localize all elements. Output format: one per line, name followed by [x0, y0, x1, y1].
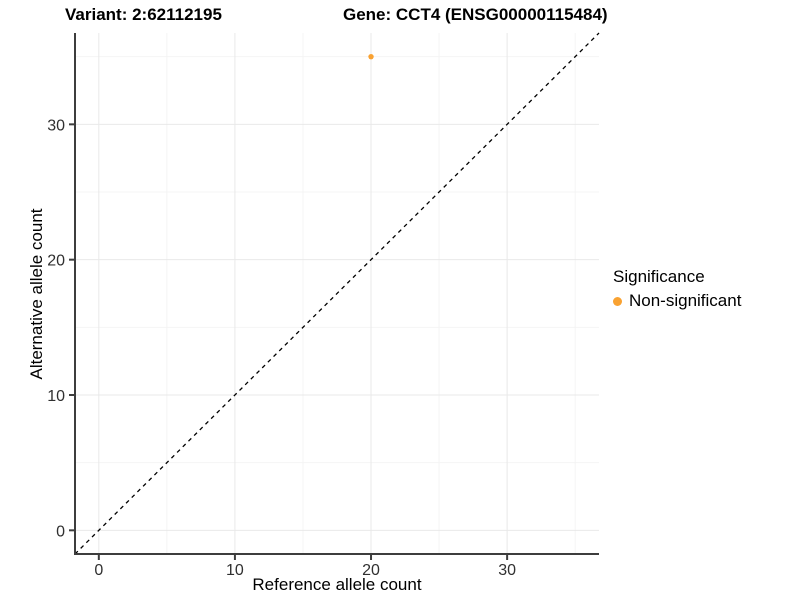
- x-tick-label: 10: [226, 562, 244, 579]
- legend-item-non-significant: Non-significant: [613, 291, 741, 311]
- legend: Significance Non-significant: [613, 267, 741, 311]
- legend-title: Significance: [613, 267, 705, 286]
- y-tick-label: 0: [56, 523, 65, 540]
- y-tick-label: 10: [47, 388, 65, 405]
- legend-point-icon: [613, 296, 622, 306]
- y-axis-label: Alternative allele count: [27, 208, 46, 380]
- x-axis-label: Reference allele count: [252, 575, 422, 594]
- data-point: [368, 53, 374, 60]
- legend-item-label: Non-significant: [629, 291, 742, 310]
- y-tick-label: 20: [47, 253, 65, 270]
- x-tick-label: 30: [498, 562, 516, 579]
- y-tick-label: 30: [47, 117, 65, 134]
- x-tick-label: 0: [94, 562, 103, 579]
- plot-title-gene: Gene: CCT4 (ENSG00000115484): [343, 5, 608, 24]
- identity-reference-line: [74, 32, 600, 555]
- x-tick-label: 20: [362, 562, 380, 579]
- plot-title-variant: Variant: 2:62112195: [65, 5, 222, 24]
